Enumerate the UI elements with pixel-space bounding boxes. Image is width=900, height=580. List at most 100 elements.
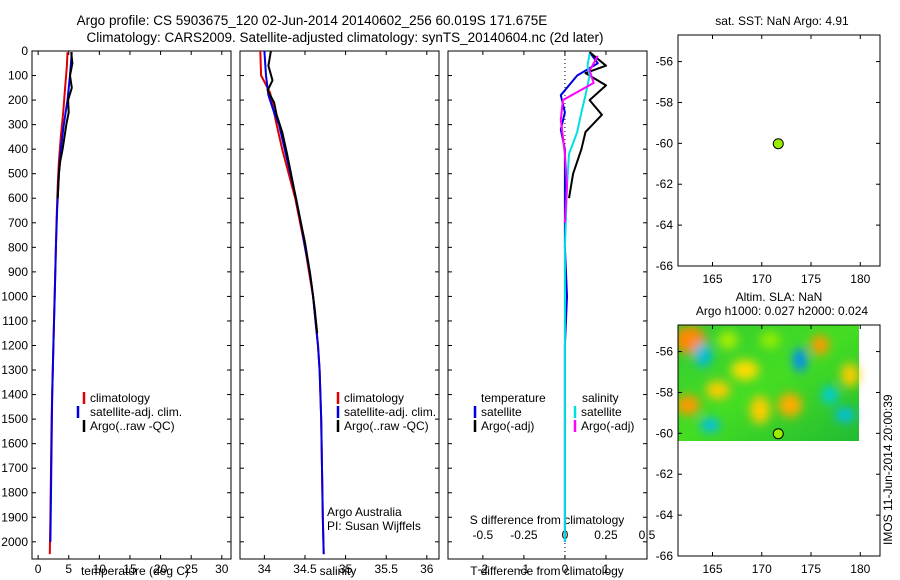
s-tick-label: 0.25 [594, 528, 618, 542]
difference-xlabel: T difference from climatology [470, 564, 624, 578]
y-tick-label: 1900 [1, 510, 28, 524]
series-group [559, 51, 607, 542]
difference-s-axis-label: S difference from climatology [470, 513, 625, 527]
figure-title-line2: Climatology: CARS2009. Satellite-adjuste… [86, 30, 603, 45]
legend-label-s-argo: Argo(-adj) [581, 419, 634, 433]
map-x-tick-label: 175 [801, 562, 821, 576]
x-tick-label: 34.5 [293, 562, 317, 576]
map-x-tick-label: 170 [752, 562, 772, 576]
chart-marks: 0 5 10 15 20 25 300100200300400500600700800900… [1, 35, 880, 576]
y-tick-label: 1100 [2, 314, 28, 328]
map-y-tick-label: -64 [656, 218, 674, 232]
sla-map-frame [677, 324, 881, 557]
series-line-s-argo-adj- [559, 55, 599, 223]
legend-label-s-satellite: satellite [581, 405, 622, 419]
map-y-tick-label: -62 [656, 467, 674, 481]
figure-title-line1: Argo profile: CS 5903675_120 02-Jun-2014… [77, 13, 548, 28]
legend-label-argo: Argo(..raw -QC) [90, 419, 175, 433]
legend-label-t-satellite: satellite [481, 405, 522, 419]
y-tick-label: 900 [8, 265, 28, 279]
y-tick-label: 200 [8, 93, 28, 107]
x-tick-label: 36 [420, 562, 434, 576]
note-argo-australia: Argo Australia [327, 505, 402, 519]
y-tick-label: 500 [8, 167, 28, 181]
series-line-argo-raw-qc- [266, 51, 319, 334]
map-y-tick-label: -60 [656, 426, 674, 440]
x-tick-label: 25 [185, 562, 199, 576]
y-tick-label: 0 [21, 44, 28, 58]
sla-map-title-line1: Altim. SLA: NaN [736, 290, 823, 304]
x-tick-label: 20 [154, 562, 168, 576]
legend-label-climatology: climatology [90, 391, 150, 405]
sla-heatmap-field [678, 325, 859, 441]
x-tick-label: 0 [35, 562, 42, 576]
difference-panel-frame [447, 50, 648, 560]
x-tick-label: 5 [65, 562, 72, 576]
y-tick-label: 800 [8, 240, 28, 254]
salinity-legend: climatology satellite-adj. clim. Argo(..… [336, 391, 436, 433]
y-tick-label: 2000 [1, 535, 28, 549]
legend-label-satellite: satellite-adj. clim. [90, 405, 182, 419]
imos-timestamp: IMOS 11-Jun-2014 20:00:39 [881, 394, 895, 545]
series-group [259, 51, 325, 555]
y-tick-label: 300 [8, 118, 28, 132]
series-line-s-satellite [563, 53, 591, 542]
y-tick-label: 1500 [1, 412, 28, 426]
sst-map-title: sat. SST: NaN Argo: 4.91 [715, 14, 849, 28]
y-tick-label: 1300 [1, 363, 28, 377]
map-x-tick-label: 165 [702, 272, 722, 286]
difference-legend: temperature salinity satellite Argo(-adj… [473, 391, 634, 433]
note-pi: PI: Susan Wijffels [327, 519, 421, 533]
y-tick-label: 100 [8, 69, 28, 83]
map-x-tick-label: 175 [801, 272, 821, 286]
x-tick-label: 0 [562, 562, 569, 576]
temperature-xlabel: temperature (deg C) [81, 564, 189, 578]
series-line-satellite-adj-clim- [49, 52, 73, 542]
argo-position-marker [772, 428, 784, 440]
legend-label-satellite: satellite-adj. clim. [344, 405, 436, 419]
map-y-tick-label: -66 [656, 549, 674, 563]
map-y-tick-label: -64 [656, 508, 674, 522]
y-tick-label: 1200 [1, 338, 28, 352]
series-line-t-argo-adj- [568, 51, 607, 199]
salinity-xlabel: salinity [320, 564, 357, 578]
y-tick-label: 1600 [1, 437, 28, 451]
map-y-tick-label: -56 [656, 55, 674, 69]
temperature-legend: climatology satellite-adj. clim. Argo(..… [76, 391, 182, 433]
map-x-tick-label: 170 [752, 272, 772, 286]
map-y-tick-label: -62 [656, 177, 674, 191]
x-tick-label: 35.5 [375, 562, 399, 576]
x-tick-label: 10 [93, 562, 107, 576]
map-y-tick-label: -66 [656, 259, 674, 273]
map-y-tick-label: -56 [656, 345, 674, 359]
map-x-tick-label: 165 [702, 562, 722, 576]
s-tick-label: 0.5 [639, 528, 656, 542]
argo-position-marker [772, 138, 784, 150]
x-tick-label: 34 [258, 562, 272, 576]
y-tick-label: 700 [8, 216, 28, 230]
s-tick-label: -0.25 [510, 528, 538, 542]
x-tick-label: 35 [339, 562, 353, 576]
map-y-tick-label: -58 [656, 385, 674, 399]
sla-map-title-line2: Argo h1000: 0.027 h2000: 0.024 [696, 304, 868, 318]
y-tick-label: 600 [8, 191, 28, 205]
y-tick-label: 1400 [1, 388, 28, 402]
legend-title-salinity: salinity [582, 391, 619, 405]
y-tick-label: 1000 [1, 289, 28, 303]
x-tick-label: 15 [123, 562, 137, 576]
x-tick-label: 30 [215, 562, 229, 576]
series-line-argo-raw-qc- [56, 52, 74, 199]
y-tick-label: 400 [8, 142, 28, 156]
s-tick-label: -0.5 [473, 528, 494, 542]
x-tick-label: -2 [478, 562, 489, 576]
salinity-panel-frame [239, 50, 440, 560]
temperature-panel-frame [31, 50, 232, 560]
series-line-climatology [48, 52, 69, 555]
y-tick-label: 1800 [1, 486, 28, 500]
sst-map-frame [677, 34, 881, 267]
series-group [48, 52, 74, 555]
map-y-tick-label: -58 [656, 95, 674, 109]
map-y-tick-label: -60 [656, 136, 674, 150]
legend-title-temperature: temperature [481, 391, 546, 405]
